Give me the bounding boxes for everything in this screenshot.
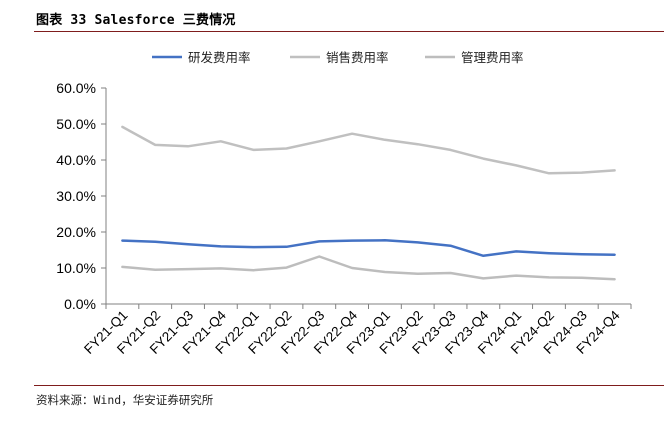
y-tick-label: 50.0% [56, 116, 96, 132]
legend-label-2: 销售费用率 [326, 50, 389, 65]
x-tick-labels: FY21-Q1FY21-Q2FY21-Q3FY21-Q4FY22-Q1FY22-… [81, 307, 623, 357]
y-tick-label: 40.0% [56, 152, 96, 168]
series-line-2 [121, 125, 616, 175]
y-tick-label: 60.0% [56, 80, 96, 96]
source-note: 资料来源：Wind，华安证券研究所 [36, 393, 214, 407]
y-tick-label: 10.0% [56, 260, 96, 276]
y-tick-labels: 0.0% 10.0% 20.0% 30.0% 40.0% 50.0% 60.0% [56, 80, 96, 312]
y-tick-label: 30.0% [56, 188, 96, 204]
legend: 研发费用率 销售费用率 管理费用率 [152, 50, 524, 65]
legend-label-1: 研发费用率 [188, 50, 251, 65]
series-line-3 [121, 255, 616, 281]
series-lines [121, 125, 616, 281]
legend-label-3: 管理费用率 [461, 50, 524, 65]
axes [101, 87, 632, 309]
series-line-1 [121, 239, 616, 258]
y-tick-label: 0.0% [64, 296, 96, 312]
bottom-rule [34, 385, 664, 386]
figure-title: 图表 33 Salesforce 三费情况 [36, 13, 236, 28]
y-tick-label: 20.0% [56, 224, 96, 240]
top-rule [34, 31, 664, 32]
